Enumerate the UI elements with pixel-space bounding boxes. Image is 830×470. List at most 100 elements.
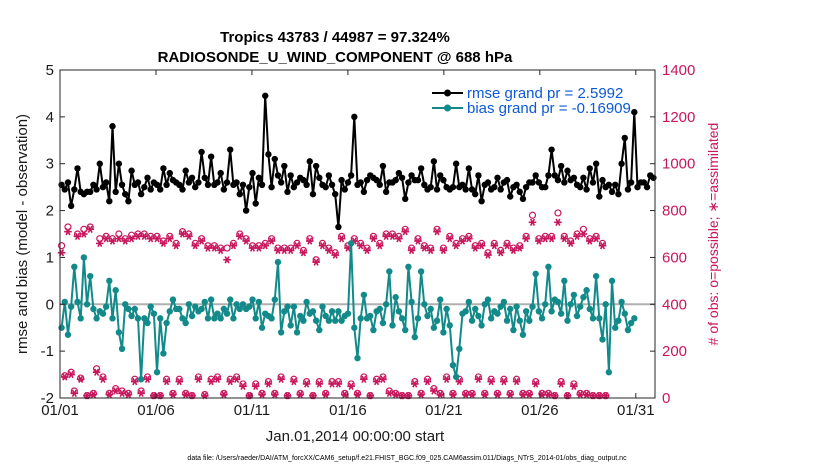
bias-point xyxy=(67,303,75,310)
assimilated-obs-point xyxy=(372,377,381,386)
assimilated-obs-point xyxy=(277,375,285,383)
rmse-point xyxy=(557,162,565,170)
bias-point xyxy=(192,303,199,310)
rmse-point xyxy=(347,172,355,179)
bias-point xyxy=(246,303,253,310)
rmse-point xyxy=(153,181,161,188)
rmse-point xyxy=(87,188,94,196)
assimilated-obs-point xyxy=(519,390,527,399)
assimilated-obs-point xyxy=(503,242,511,250)
bias-point xyxy=(335,308,342,315)
rmse-point xyxy=(586,165,593,172)
assimilated-obs-point xyxy=(134,232,142,241)
assimilated-obs-point xyxy=(554,218,562,226)
bias-point xyxy=(532,270,539,278)
possible-obs-point xyxy=(436,389,444,397)
rmse-point xyxy=(522,183,530,191)
rmse-point xyxy=(134,179,142,186)
rmse-point xyxy=(513,181,520,188)
bias-point xyxy=(367,312,374,320)
bias-point xyxy=(596,315,603,322)
assimilated-obs-point xyxy=(490,242,499,250)
y-axis-label-right: # of obs: o=possible; ∗=assimilated xyxy=(705,123,721,346)
assimilated-obs-point xyxy=(515,244,524,252)
assimilated-obs-point xyxy=(181,390,190,399)
bias-point xyxy=(182,319,189,327)
legend-bias-label: bias grand pr = -0.16909 xyxy=(467,100,631,117)
rmse-point xyxy=(376,181,383,188)
bias-point xyxy=(583,287,590,294)
bias-point xyxy=(90,305,97,313)
bias-point xyxy=(440,329,447,336)
assimilated-obs-point xyxy=(140,232,149,241)
rmse-point xyxy=(144,174,151,181)
assimilated-obs-point xyxy=(175,377,184,386)
possible-obs-point xyxy=(544,389,553,397)
right-tick-label: 200 xyxy=(662,343,687,360)
left-tick-label: -2 xyxy=(41,390,54,407)
rmse-point xyxy=(93,186,100,193)
left-tick-label: 5 xyxy=(46,62,54,79)
assimilated-obs-point xyxy=(159,239,168,248)
assimilated-obs-point xyxy=(468,390,476,399)
bias-point xyxy=(592,272,600,280)
assimilated-obs-point xyxy=(493,390,502,399)
bias-point xyxy=(112,287,119,294)
rmse-point xyxy=(373,176,380,184)
rmse-point xyxy=(624,186,632,193)
rmse-point xyxy=(535,179,543,186)
rmse-point xyxy=(529,179,536,186)
bias-point xyxy=(478,322,485,329)
assimilated-obs-point xyxy=(108,237,117,245)
rmse-point xyxy=(462,186,469,193)
possible-obs-point xyxy=(169,389,177,397)
assimilated-obs-point xyxy=(315,380,324,388)
assimilated-obs-point xyxy=(430,387,438,395)
rmse-point xyxy=(618,160,625,167)
rmse-point xyxy=(147,186,154,193)
x-tick-label: 01/21 xyxy=(425,402,463,419)
bias-point xyxy=(608,277,616,285)
assimilated-obs-point xyxy=(388,232,397,241)
bias-point xyxy=(93,315,100,322)
bias-point xyxy=(465,298,473,306)
rmse-point xyxy=(335,223,342,231)
possible-obs-point xyxy=(353,389,362,397)
bias-point xyxy=(599,336,606,343)
chart-title-line2: RADIOSONDE_U_WIND_COMPONENT @ 688 hPa xyxy=(158,49,513,66)
bias-point xyxy=(395,308,403,315)
bias-point xyxy=(77,315,84,322)
rmse-point xyxy=(465,165,473,172)
rmse-point xyxy=(494,174,501,181)
assimilated-obs-point xyxy=(194,375,203,383)
bias-point xyxy=(580,294,587,301)
assimilated-obs-point xyxy=(401,227,410,236)
bias-point xyxy=(577,303,584,310)
assimilated-obs-point xyxy=(95,239,104,248)
bias-point xyxy=(71,263,78,270)
right-tick-label: 0 xyxy=(662,390,670,407)
right-tick-label: 600 xyxy=(662,249,687,266)
rmse-point xyxy=(440,176,447,184)
legend-rmse-label: rmse grand pr = 2.5992 xyxy=(467,85,623,102)
assimilated-obs-point xyxy=(70,389,79,398)
x-tick-label: 01/01 xyxy=(41,402,79,419)
chart-title-line1: Tropics 43783 / 44987 = 97.324% xyxy=(220,29,450,46)
bias-point xyxy=(61,298,68,306)
rmse-point xyxy=(592,160,600,167)
rmse-point xyxy=(268,183,275,191)
rmse-point xyxy=(223,179,231,186)
bias-point xyxy=(402,326,409,334)
bias-point xyxy=(612,324,619,331)
bias-point xyxy=(615,317,622,324)
rmse-point xyxy=(137,190,145,198)
assimilated-obs-point xyxy=(258,390,266,399)
bias-point xyxy=(468,317,476,324)
bias-point xyxy=(408,298,415,306)
rmse-point xyxy=(561,179,568,186)
assimilated-obs-point xyxy=(235,232,244,241)
bias-point xyxy=(255,298,263,306)
bias-point xyxy=(179,315,186,322)
bias-point xyxy=(198,305,205,313)
assimilated-obs-point xyxy=(64,227,72,236)
